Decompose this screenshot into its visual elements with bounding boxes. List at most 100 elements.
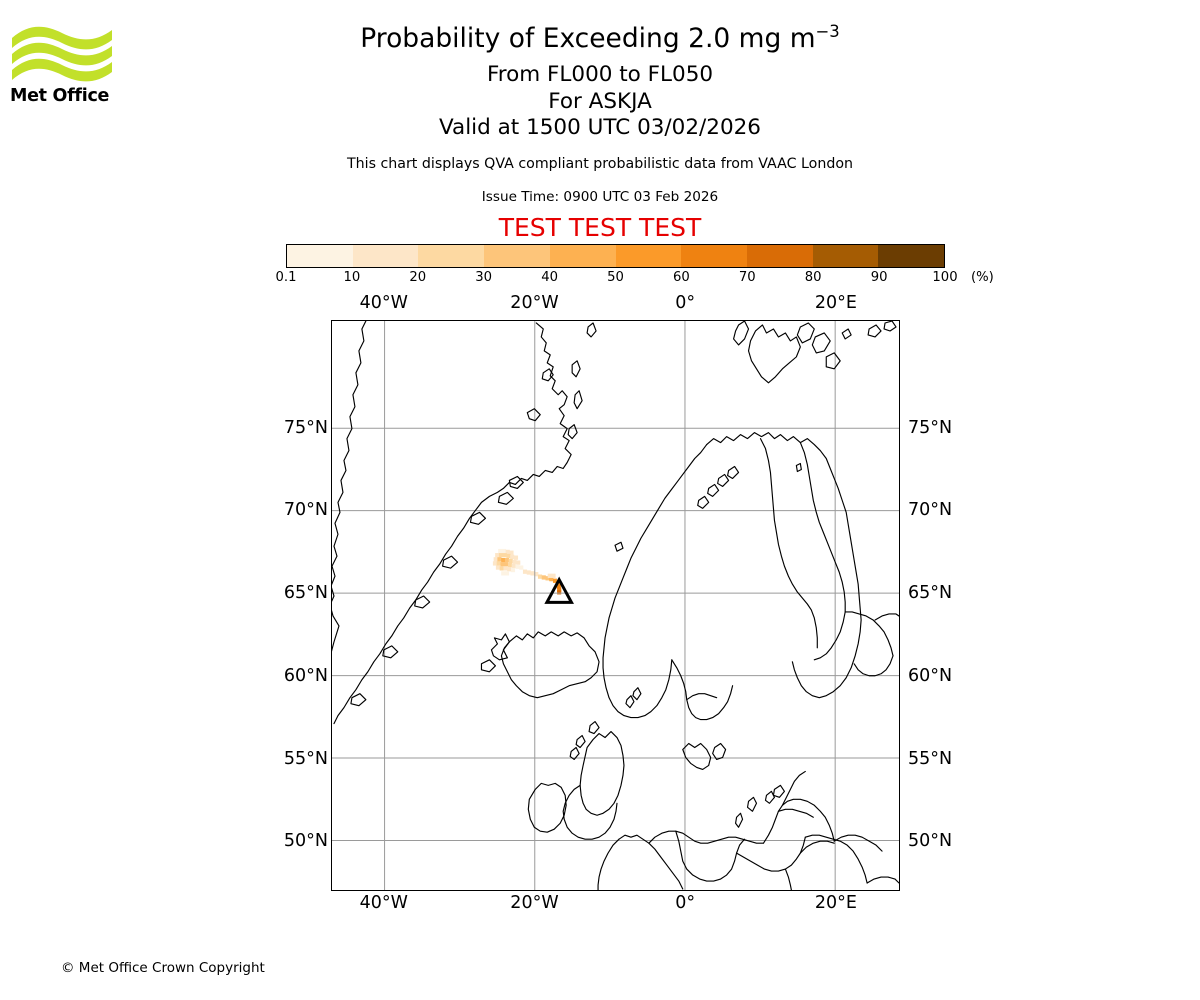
colorbar-tick-10: 10 [343, 270, 361, 285]
ash-cell [501, 571, 506, 576]
lat-label-left-4: 55°N [283, 748, 328, 769]
qva-note: This chart displays QVA compliant probab… [346, 156, 853, 172]
ash-cell [501, 558, 506, 563]
ash-cell [502, 553, 507, 558]
volcano-name-subtitle: For ASKJA [548, 89, 652, 114]
colorbar-tick-20: 20 [409, 270, 427, 285]
lat-label-right-0: 75°N [908, 417, 953, 438]
ash-cell [557, 590, 562, 595]
lat-label-right-5: 50°N [908, 831, 953, 852]
ash-cell [507, 562, 513, 568]
page-title: Probability of Exceeding 2.0 mg m−3 [0, 22, 1200, 54]
met-office-wave-mark [12, 26, 112, 82]
colorbar-tick-30: 30 [475, 270, 493, 285]
ash-cell [530, 571, 535, 576]
ash-cell [508, 558, 513, 564]
lat-label-left-3: 60°N [283, 665, 328, 686]
ash-cell [493, 557, 498, 562]
colorbar-bands [286, 244, 945, 268]
flight-level-subtitle: From FL000 to FL050 [486, 62, 714, 87]
met-office-logo-text: Met Office [10, 86, 110, 106]
ash-cell [506, 553, 511, 559]
colorbar-tick-70: 70 [738, 270, 756, 285]
lat-label-left-2: 65°N [283, 583, 328, 604]
ash-cell [549, 576, 554, 582]
ash-cell [515, 564, 520, 569]
lon-label-bottom-3: 20°E [814, 893, 857, 913]
valid-time-subtitle: Valid at 1500 UTC 03/02/2026 [438, 115, 761, 140]
met-office-logo [10, 22, 114, 114]
ash-cell [510, 567, 516, 573]
ash-cell [504, 571, 510, 576]
ash-cell [492, 561, 498, 566]
ash-cell [512, 559, 517, 564]
ash-cell [551, 573, 556, 578]
ash-cell [537, 574, 543, 579]
map-canvas [332, 321, 899, 890]
colorbar-tick-80: 80 [804, 270, 822, 285]
colorbar-band-7 [746, 245, 813, 267]
copyright-notice: © Met Office Crown Copyright [61, 960, 265, 976]
ash-cell [547, 573, 552, 578]
ash-cell [503, 566, 508, 571]
map-plot-area [331, 320, 900, 891]
colorbar-band-2 [418, 245, 485, 267]
ash-cell [509, 550, 514, 555]
ash-cell [497, 557, 502, 562]
ash-cell [557, 587, 562, 592]
lon-label-top-3: 20°E [814, 293, 857, 313]
map-coastlines [332, 321, 899, 890]
ash-cell [545, 576, 550, 581]
colorbar-band-0 [287, 245, 353, 267]
ash-cell [552, 578, 558, 583]
lat-label-right-3: 60°N [908, 665, 953, 686]
lat-label-left-0: 75°N [283, 417, 328, 438]
volcano-triangle-icon [544, 576, 574, 604]
ash-cell [504, 562, 509, 567]
lon-label-bottom-0: 40°W [359, 893, 408, 913]
colorbar-tick-100: 100 [932, 270, 958, 285]
colorbar-band-6 [681, 245, 747, 267]
ash-cell [500, 562, 505, 567]
ash-cell [507, 567, 512, 572]
ash-cell [498, 548, 503, 554]
ash-cell [541, 575, 546, 580]
lon-label-bottom-1: 20°W [510, 893, 559, 913]
colorbar-band-4 [549, 245, 616, 267]
colorbar-band-9 [878, 245, 945, 267]
colorbar-tick-0-1: 0.1 [275, 270, 297, 285]
lat-label-left-5: 50°N [283, 831, 328, 852]
ash-cell [505, 549, 510, 555]
lat-label-left-1: 70°N [283, 500, 328, 521]
colorbar-band-1 [352, 245, 419, 267]
page-title-text: Probability of Exceeding 2.0 mg m [360, 23, 816, 54]
ash-cell [516, 560, 521, 565]
lon-label-top-2: 0° [675, 293, 696, 313]
colorbar-tick-40: 40 [541, 270, 558, 285]
volcano-marker [544, 576, 574, 604]
ash-cell [519, 565, 524, 570]
colorbar-tick-60: 60 [673, 270, 690, 285]
ash-cell [510, 554, 515, 559]
ash-cell [513, 555, 519, 560]
ash-cell [498, 553, 504, 558]
lon-label-top-1: 20°W [510, 293, 559, 313]
ash-cell [522, 569, 528, 574]
ash-cell [495, 565, 501, 570]
colorbar-band-8 [812, 245, 879, 267]
ash-cell [495, 553, 500, 558]
ash-cell [534, 572, 539, 577]
ash-probability-cells [492, 548, 562, 595]
ash-cell [504, 558, 510, 563]
lon-label-bottom-2: 0° [675, 893, 696, 913]
ash-cell [526, 570, 531, 575]
lon-label-top-0: 40°W [359, 293, 408, 313]
page-title-exponent: −3 [815, 22, 840, 42]
test-banner: TEST TEST TEST [498, 213, 702, 242]
lat-label-right-2: 65°N [908, 583, 953, 604]
ash-cell [511, 563, 516, 569]
ash-cell [556, 584, 561, 589]
ash-cell [501, 548, 507, 554]
issue-time: Issue Time: 0900 UTC 03 Feb 2026 [481, 189, 719, 205]
ash-cell [499, 566, 504, 571]
